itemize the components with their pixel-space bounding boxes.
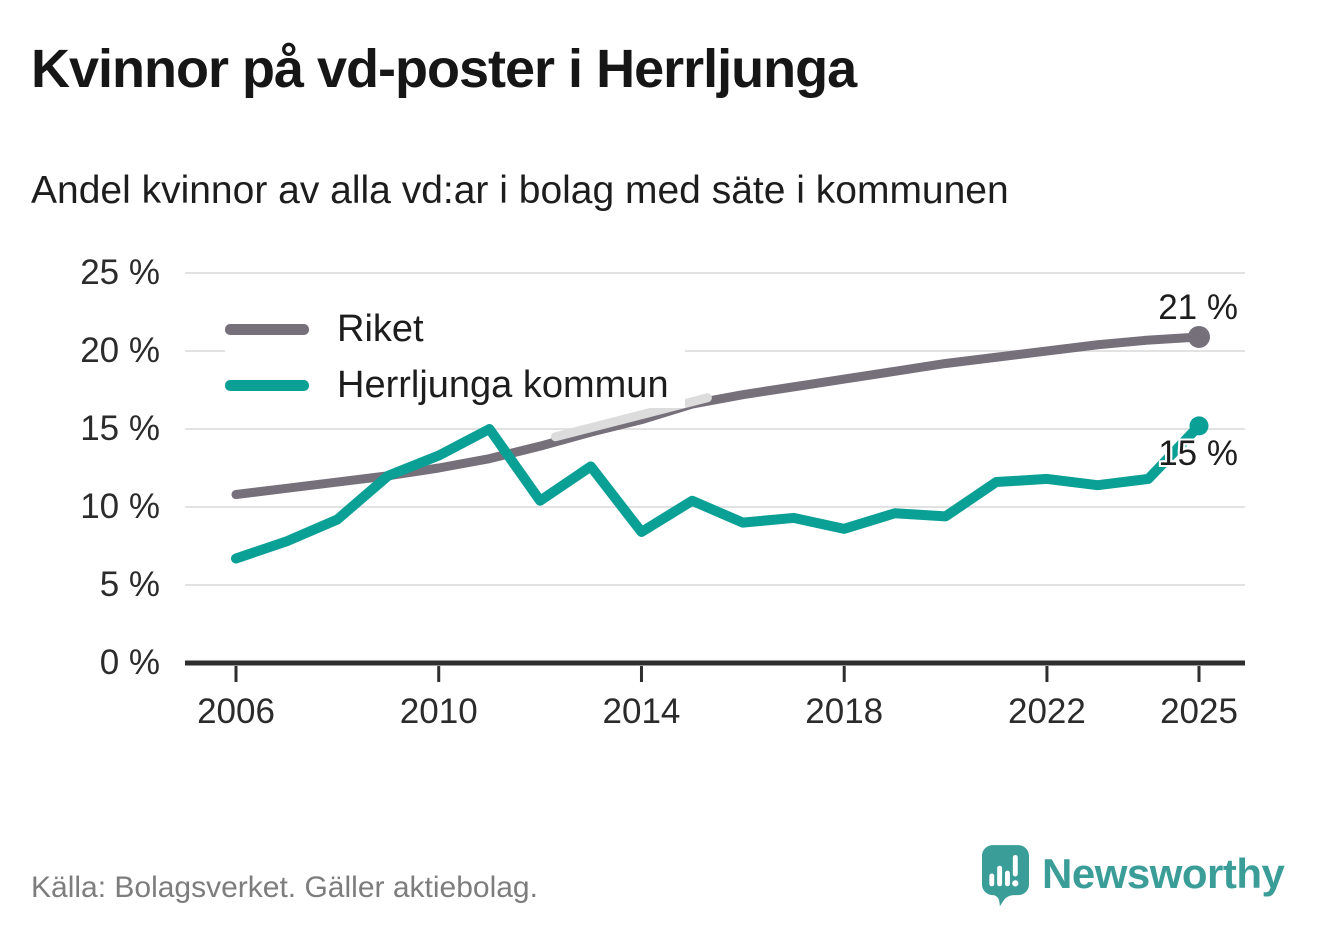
y-axis-label: 25 %	[80, 253, 160, 292]
legend-label-herrljunga: Herrljunga kommun	[337, 364, 669, 406]
legend: Riket Herrljunga kommun	[225, 306, 685, 408]
legend-swatch-herrljunga	[225, 379, 309, 391]
end-value-label-riket: 21 %	[1158, 288, 1238, 327]
newsworthy-wordmark: Newsworthy	[1042, 850, 1285, 897]
newsworthy-logo-mark	[982, 845, 1029, 907]
legend-swatch-riket	[225, 323, 309, 335]
newsworthy-logo: Newsworthy	[982, 845, 1285, 907]
herrljunga-end-dot	[1189, 416, 1209, 436]
riket-end-dot	[1188, 325, 1210, 348]
y-axis-label: 5 %	[99, 565, 160, 604]
herrljunga-line	[231, 420, 1204, 564]
legend-item-herrljunga: Herrljunga kommun	[225, 362, 685, 408]
x-axis-label: 2022	[1008, 692, 1086, 731]
x-axis-label: 2006	[197, 692, 275, 731]
x-axis-label: 2018	[805, 692, 884, 731]
x-axis-label: 2010	[399, 692, 478, 731]
y-axis-label: 15 %	[80, 409, 160, 448]
end-value-label-herrljunga: 15 %	[1158, 434, 1238, 473]
source-text: Källa: Bolagsverket. Gäller aktiebolag.	[31, 871, 538, 904]
y-axis-label: 0 %	[99, 643, 160, 682]
y-axis-label: 10 %	[80, 487, 160, 526]
x-axis-label: 2014	[602, 692, 681, 731]
chart-subtitle: Andel kvinnor av alla vd:ar i bolag med …	[31, 169, 1009, 212]
legend-item-riket: Riket	[225, 306, 685, 352]
legend-label-riket: Riket	[337, 308, 424, 350]
chart-title: Kvinnor på vd-poster i Herrljunga	[31, 39, 857, 99]
y-axis-label: 20 %	[80, 331, 160, 370]
x-axis-label: 2025	[1160, 692, 1238, 731]
